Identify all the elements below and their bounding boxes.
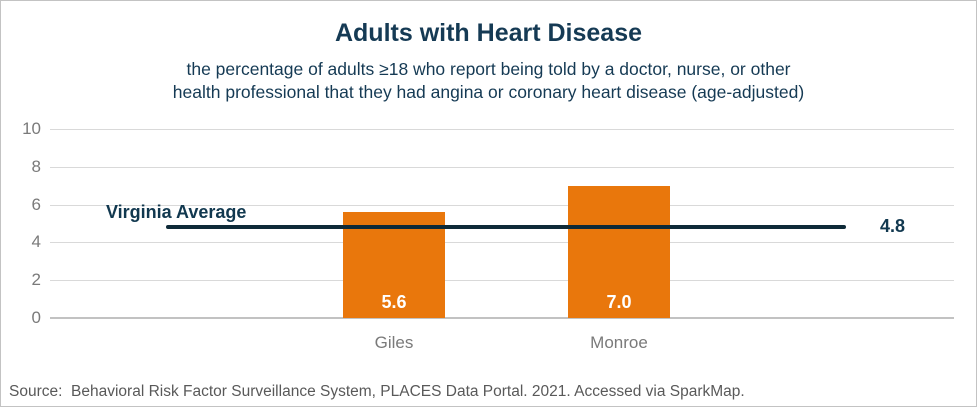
reference-line-label: Virginia Average	[106, 202, 247, 223]
bar-value-label: 7.0	[606, 291, 632, 312]
gridline-y0	[50, 317, 954, 319]
gridline-y8	[50, 166, 954, 168]
y-axis-tick-2: 2	[31, 270, 41, 290]
reference-line-value: 4.8	[880, 216, 906, 237]
bar-monroe: 7.0	[568, 185, 670, 318]
chart-subtitle-line2: health professional that they had angina…	[172, 82, 805, 102]
chart-title: Adults with Heart Disease	[334, 19, 643, 47]
gridline-y6	[50, 204, 954, 206]
chart-subtitle-line1: the percentage of adults ≥18 who report …	[186, 59, 791, 79]
y-axis-tick-6: 6	[31, 194, 41, 214]
gridline-y10	[50, 129, 954, 130]
y-axis-tick-10: 10	[22, 119, 41, 138]
source-note: Source: Behavioral Risk Factor Surveilla…	[9, 383, 745, 400]
gridline-y2	[50, 280, 954, 282]
x-axis-label-giles: Giles	[374, 333, 414, 352]
y-axis-tick-4: 4	[31, 232, 41, 252]
bar-giles: 5.6	[343, 212, 445, 318]
y-axis-tick-8: 8	[31, 156, 41, 176]
gridline-y4	[50, 242, 954, 244]
y-axis-tick-0: 0	[31, 308, 41, 327]
reference-line	[166, 225, 846, 230]
x-axis-label-monroe: Monroe	[590, 333, 648, 352]
chart-subtitle: the percentage of adults ≥18 who report …	[1, 58, 976, 104]
bar-value-label: 5.6	[381, 291, 407, 312]
